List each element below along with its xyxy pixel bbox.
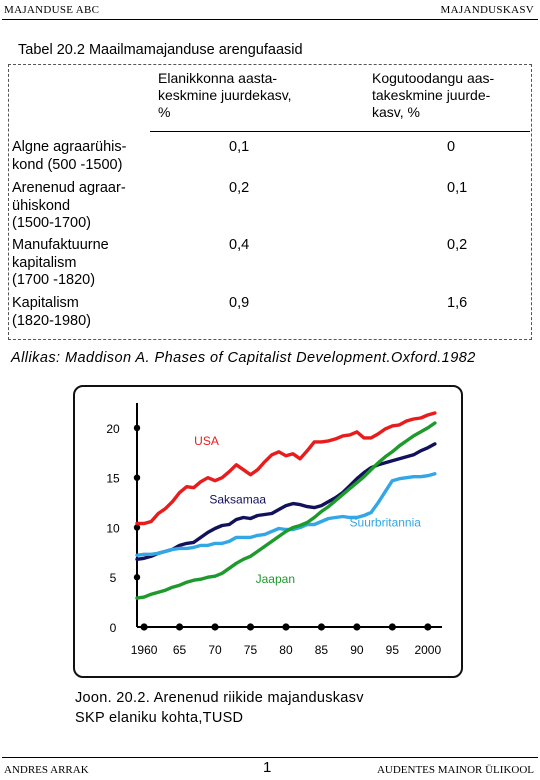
x-tick-label: 75 — [244, 643, 258, 657]
x-tick-label: 90 — [350, 643, 364, 657]
series-label: Saksamaa — [209, 493, 266, 507]
series-line-usa — [135, 411, 437, 526]
x-tick-marker — [282, 623, 290, 631]
y-tick-label: 20 — [106, 422, 120, 436]
x-tick-marker — [353, 623, 361, 631]
y-tick-label: 10 — [106, 521, 120, 535]
y-tick-label: 5 — [110, 571, 117, 585]
footer-author: ANDRES ARRAK — [4, 764, 89, 776]
page-number: 1 — [263, 759, 272, 776]
y-tick-label: 15 — [106, 472, 120, 486]
row-value-output: 1,6 — [447, 295, 468, 311]
series-line-jaapan — [135, 421, 437, 600]
y-tick-marker — [133, 574, 141, 581]
x-tick-label: 95 — [386, 643, 400, 657]
row-label: Arenenud agraar- ühiskond (1500-1700) — [12, 180, 126, 231]
running-header-left: MAJANDUSE ABC — [4, 4, 100, 16]
y-tick-marker — [133, 524, 141, 531]
row-value-output: 0,2 — [447, 237, 468, 253]
y-tick-marker — [133, 474, 141, 481]
row-value-population: 0,9 — [229, 295, 250, 311]
footer-institution: AUDENTES MAINOR ÜLIKOOL — [376, 764, 534, 776]
x-tick-label: 65 — [173, 643, 187, 657]
column-header-population: Elanikkonna aasta- keskmine juurdekasv, … — [158, 70, 292, 120]
row-label: Algne agraarühis- kond (500 -1500) — [12, 139, 127, 173]
x-tick-label: 70 — [208, 643, 222, 657]
x-tick-marker — [175, 623, 184, 631]
x-tick-marker — [317, 623, 326, 631]
table-title: Tabel 20.2 Maailmamajanduse arengufaasid — [18, 42, 303, 58]
series-line-saksamaa — [135, 442, 437, 561]
row-label: Manufaktuurne kapitalism (1700 -1820) — [12, 237, 109, 288]
x-tick-marker — [246, 623, 255, 631]
x-tick-marker — [211, 623, 219, 631]
series-label: Jaapan — [256, 572, 295, 586]
footer-divider — [2, 757, 538, 758]
x-tick-marker — [424, 623, 432, 631]
row-value-output: 0 — [447, 139, 456, 155]
y-tick-marker — [133, 424, 141, 432]
row-value-output: 0,1 — [447, 180, 468, 196]
row-value-population: 0,1 — [229, 139, 250, 155]
x-tick-label: 2000 — [414, 643, 441, 657]
source-citation: Allikas: Maddison A. Phases of Capitalis… — [11, 350, 476, 366]
running-header-right: MAJANDUSKASV — [440, 4, 534, 16]
column-header-output: Kogutoodangu aas- takeskmine juurde- kas… — [372, 70, 495, 120]
row-label: Kapitalism (1820-1980) — [12, 295, 91, 329]
header-divider — [2, 19, 538, 20]
x-tick-marker — [388, 623, 396, 631]
y-tick-label: 0 — [110, 621, 117, 635]
x-tick-label: 85 — [315, 643, 329, 657]
row-value-population: 0,4 — [229, 237, 250, 253]
chart-frame — [73, 385, 463, 678]
x-tick-label: 1960 — [131, 643, 158, 657]
series-label: Suurbritannia — [350, 515, 422, 529]
row-value-population: 0,2 — [229, 180, 250, 196]
figure-caption: Joon. 20.2. Arenenud riikide majanduskas… — [75, 690, 364, 726]
x-tick-marker — [140, 623, 148, 631]
series-label: USA — [194, 434, 219, 448]
table-frame — [8, 64, 532, 340]
header-rule — [150, 131, 530, 132]
x-tick-label: 80 — [279, 643, 293, 657]
